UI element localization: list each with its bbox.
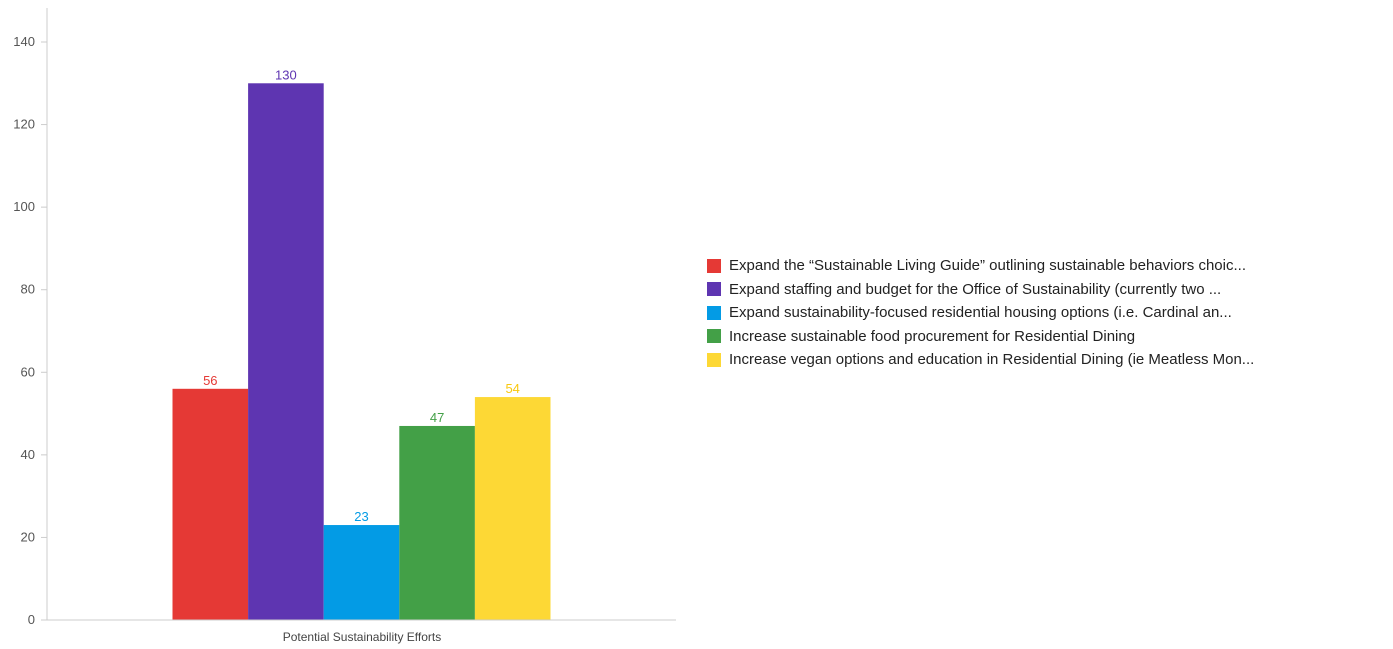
y-tick-label: 120 [13,117,35,132]
bar-value-label: 130 [275,67,297,82]
y-tick-label: 80 [21,282,35,297]
y-axis: 0 20 40 60 80 100 120 140 [13,8,48,627]
y-tick-label: 140 [13,34,35,49]
bar-4[interactable] [399,425,475,620]
legend: Expand the “Sustainable Living Guide” ou… [707,254,1387,372]
bar-5[interactable] [474,397,551,620]
legend-swatch [707,352,721,367]
legend-swatch [707,258,721,273]
legend-swatch [707,305,721,320]
y-tick-label: 20 [21,529,35,544]
bar-value-label: 47 [430,410,444,425]
bar-2[interactable] [248,83,324,621]
legend-label: Expand staffing and budget for the Offic… [729,280,1222,298]
bar-value-label: 23 [354,509,368,524]
legend-item[interactable]: Expand the “Sustainable Living Guide” ou… [707,254,1387,278]
bar-value-label: 54 [505,381,519,396]
data-labels: 56 130 23 47 54 [203,67,520,524]
legend-item[interactable]: Expand sustainability-focused residentia… [707,301,1387,325]
legend-swatch [707,329,721,344]
legend-swatch [707,282,721,297]
legend-item[interactable]: Increase vegan options and education in … [707,348,1387,372]
y-tick-label: 100 [13,199,35,214]
legend-item[interactable]: Expand staffing and budget for the Offic… [707,278,1387,302]
bar-value-label: 56 [203,373,217,388]
legend-label: Expand sustainability-focused residentia… [729,304,1232,322]
y-tick-label: 40 [21,447,35,462]
bar-3[interactable] [323,525,400,620]
legend-item[interactable]: Increase sustainable food procurement fo… [707,325,1387,349]
x-axis-title: Potential Sustainability Efforts [283,630,442,644]
y-tick-label: 0 [28,612,35,627]
y-tick-label: 60 [21,364,35,379]
bar-1[interactable] [172,388,249,620]
legend-label: Expand the “Sustainable Living Guide” ou… [729,257,1246,275]
legend-label: Increase sustainable food procurement fo… [729,327,1136,345]
legend-label: Increase vegan options and education in … [729,351,1255,369]
bars [172,83,551,621]
